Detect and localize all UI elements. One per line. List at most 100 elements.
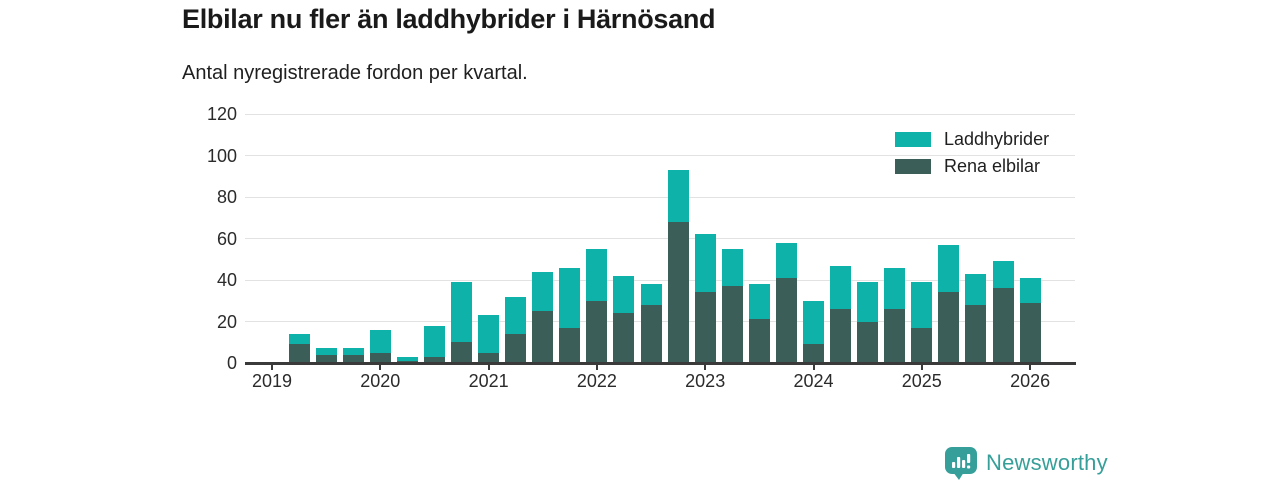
bar-segment-rena-elbilar — [586, 300, 608, 363]
bar-segment-laddhybrider — [884, 267, 906, 310]
legend-label-rena-elbilar: Rena elbilar — [944, 156, 1041, 176]
bar-2021-q2 — [505, 296, 527, 363]
legend-swatch-laddhybrider — [895, 132, 931, 147]
bar-segment-rena-elbilar — [667, 221, 689, 363]
bar-segment-laddhybrider — [748, 284, 770, 320]
bar-segment-rena-elbilar — [965, 304, 987, 363]
bar-2022-q3 — [640, 284, 662, 363]
bar-segment-rena-elbilar — [423, 356, 445, 363]
bar-2026-q1 — [1019, 277, 1041, 363]
bar-2023-q2 — [721, 248, 743, 363]
bar-segment-laddhybrider — [369, 329, 391, 353]
bar-2023-q4 — [775, 242, 797, 363]
bar-segment-rena-elbilar — [775, 277, 797, 363]
x-tick-2026 — [1029, 364, 1032, 370]
bar-segment-laddhybrider — [911, 282, 933, 328]
bar-2025-q1 — [911, 282, 933, 363]
bar-segment-rena-elbilar — [640, 304, 662, 363]
bar-segment-rena-elbilar — [451, 342, 473, 363]
bar-segment-laddhybrider — [721, 248, 743, 287]
x-tick-label-2024: 2024 — [793, 371, 834, 391]
bar-segment-rena-elbilar — [532, 311, 554, 363]
bar-2021-q3 — [532, 271, 554, 363]
legend-label-laddhybrider: Laddhybrider — [944, 129, 1050, 149]
legend: Laddhybrider Rena elbilar — [895, 129, 1050, 184]
bar-segment-rena-elbilar — [721, 286, 743, 363]
x-tick-label-2023: 2023 — [685, 371, 726, 391]
gridline-80 — [245, 196, 1075, 198]
gridline-60 — [245, 238, 1075, 239]
y-tick-label-0: 0 — [226, 353, 237, 373]
bar-segment-laddhybrider — [965, 273, 987, 305]
bar-segment-laddhybrider — [803, 300, 824, 345]
bar-segment-laddhybrider — [857, 282, 879, 322]
x-tick-label-2020: 2020 — [360, 371, 401, 391]
bar-2025-q2 — [938, 244, 960, 363]
bar-2019-q2 — [288, 333, 310, 363]
bar-2019-q3 — [315, 348, 337, 363]
bar-segment-laddhybrider — [613, 275, 635, 314]
bar-segment-rena-elbilar — [803, 344, 824, 363]
chart-title: Elbilar nu fler än laddhybrider i Härnös… — [182, 4, 716, 34]
bar-2024-q4 — [884, 267, 906, 363]
bar-segment-laddhybrider — [938, 244, 960, 293]
bar-2023-q1 — [694, 234, 716, 363]
y-tick-label-100: 100 — [206, 145, 237, 166]
bar-2025-q4 — [992, 261, 1014, 363]
bar-segment-rena-elbilar — [613, 313, 635, 363]
bar-segment-rena-elbilar — [884, 309, 906, 363]
x-tick-2025 — [920, 364, 923, 370]
legend-item-laddhybrider: Laddhybrider — [895, 129, 1050, 149]
bar-segment-rena-elbilar — [938, 292, 960, 363]
x-axis-line — [245, 362, 1076, 365]
bar-segment-laddhybrider — [451, 282, 473, 343]
bar-segment-laddhybrider — [505, 296, 527, 334]
bar-segment-rena-elbilar — [911, 327, 933, 363]
y-tick-label-20: 20 — [216, 311, 237, 332]
bar-segment-laddhybrider — [992, 261, 1014, 289]
bar-2021-q1 — [478, 315, 500, 363]
bar-2024-q2 — [830, 265, 852, 363]
bar-2025-q3 — [965, 273, 987, 363]
x-tick-2023 — [704, 364, 707, 370]
bar-segment-laddhybrider — [315, 348, 337, 355]
bar-segment-rena-elbilar — [992, 288, 1014, 363]
x-tick-label-2026: 2026 — [1010, 371, 1051, 391]
plot-area — [245, 113, 1075, 363]
bar-2022-q2 — [613, 275, 635, 363]
bar-segment-laddhybrider — [775, 242, 797, 278]
bar-segment-laddhybrider — [559, 267, 581, 328]
bar-segment-laddhybrider — [586, 248, 608, 301]
bar-segment-laddhybrider — [342, 348, 364, 355]
bar-2020-q3 — [423, 325, 445, 363]
gridline-100 — [245, 155, 1075, 156]
bar-segment-rena-elbilar — [694, 292, 716, 363]
bar-2020-q2 — [396, 356, 418, 363]
bar-segment-rena-elbilar — [288, 344, 310, 363]
y-tick-label-80: 80 — [216, 187, 237, 207]
bar-segment-laddhybrider — [423, 325, 445, 357]
bar-2021-q4 — [559, 267, 581, 363]
bar-2022-q4 — [667, 170, 689, 363]
bar-2022-q1 — [586, 248, 608, 363]
bar-segment-rena-elbilar — [505, 333, 527, 363]
bar-segment-rena-elbilar — [315, 354, 337, 363]
bar-chart-badge-icon — [945, 447, 977, 480]
bar-segment-rena-elbilar — [1019, 302, 1041, 363]
bar-segment-rena-elbilar — [559, 327, 581, 363]
legend-swatch-rena-elbilar — [895, 159, 931, 174]
x-tick-label-2021: 2021 — [468, 371, 509, 391]
x-tick-label-2019: 2019 — [251, 371, 293, 391]
bar-segment-laddhybrider — [478, 315, 500, 353]
legend-item-rena-elbilar: Rena elbilar — [895, 156, 1049, 176]
bar-2023-q3 — [748, 284, 770, 363]
bar-segment-laddhybrider — [694, 234, 716, 293]
y-tick-label-120: 120 — [206, 104, 237, 124]
x-tick-2024 — [812, 364, 815, 370]
bar-segment-rena-elbilar — [342, 354, 364, 363]
bar-segment-rena-elbilar — [369, 352, 391, 363]
bar-segment-laddhybrider — [396, 356, 418, 361]
bar-segment-rena-elbilar — [478, 352, 500, 363]
y-tick-label-40: 40 — [216, 270, 237, 290]
gridline-40 — [245, 279, 1075, 281]
